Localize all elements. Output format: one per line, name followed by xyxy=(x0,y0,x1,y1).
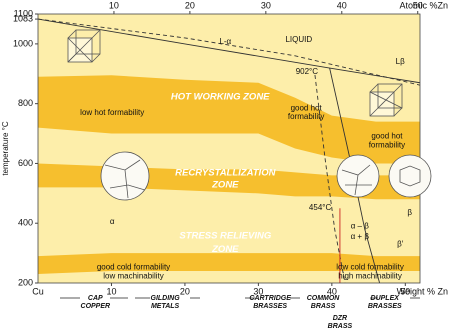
annotation: LIQUID xyxy=(285,35,312,44)
x2-tick-label: 30 xyxy=(261,0,271,10)
crystal-bcc xyxy=(369,83,403,117)
annotation: good hot xyxy=(371,132,403,141)
annotation: Lβ xyxy=(396,57,405,66)
x-tick-label: 40 xyxy=(327,286,337,296)
annotation: good hot xyxy=(291,103,323,112)
y-tick-label: 800 xyxy=(18,98,33,108)
alloy-label: BRASS xyxy=(311,303,336,310)
y-tick-label: 200 xyxy=(18,277,33,287)
x-tick-label: 30 xyxy=(253,286,263,296)
annotation: low hot formability xyxy=(80,108,144,117)
alloy-label: DUPLEX xyxy=(371,295,401,302)
alloy-label: GILDING xyxy=(151,295,181,302)
x2-tick-label: 20 xyxy=(185,0,195,10)
alloy-label: DZR xyxy=(333,315,347,322)
annotation: formability xyxy=(288,112,324,121)
annotation: ZONE xyxy=(211,179,239,190)
x2-tick-label: 50 xyxy=(413,0,423,10)
annotation: α + β xyxy=(351,232,370,241)
x2-tick-label: 40 xyxy=(337,0,347,10)
y-tick-label: 1100 xyxy=(14,8,33,18)
phase-boundary xyxy=(37,18,421,84)
annotation: ZONE xyxy=(211,244,239,255)
alloy-label: METALS xyxy=(151,303,180,310)
alloy-label: COPPER xyxy=(81,303,111,310)
annotation: α – β xyxy=(351,221,370,230)
alloy-label: CAP xyxy=(88,295,103,302)
annotation: high machinability xyxy=(338,272,402,281)
annotation: low cold formability xyxy=(336,263,404,272)
annotation: formability xyxy=(369,141,405,150)
alloy-label: BRASSES xyxy=(253,303,287,310)
annotation: β xyxy=(407,208,412,217)
microstructure xyxy=(100,151,432,201)
annotation: β′ xyxy=(397,239,404,248)
x-axis-label: Weight % Zn xyxy=(397,286,448,296)
x-origin-label: Cu xyxy=(32,286,44,296)
annotation: 454°C xyxy=(309,203,332,212)
x-tick-label: 50 xyxy=(400,286,410,296)
y-axis-label: temperature °C xyxy=(1,121,10,176)
annotation: RECRYSTALLIZATION xyxy=(175,168,276,179)
annotation: HOT WORKING ZONE xyxy=(171,92,270,103)
crystal-fcc xyxy=(67,29,101,63)
y-tick-label: 600 xyxy=(18,158,33,168)
phase-boundary xyxy=(37,18,421,86)
y-tick-label: 400 xyxy=(18,218,33,228)
zone-band xyxy=(38,253,420,275)
annotation: good cold formability xyxy=(97,263,170,272)
x-tick-label: 20 xyxy=(180,286,190,296)
x2-tick-label: 10 xyxy=(109,0,119,10)
x-tick-label: 10 xyxy=(106,286,116,296)
annotation: STRESS RELIEVING xyxy=(179,231,271,242)
zone-band xyxy=(38,75,420,164)
annotation: 902°C xyxy=(296,67,319,76)
y-tick-label: 1000 xyxy=(13,38,33,48)
decorations xyxy=(60,29,432,299)
annotation: low machinability xyxy=(103,272,163,281)
alloy-label: BRASSES xyxy=(368,303,402,310)
annotation: L-α xyxy=(219,37,231,46)
plot-frame xyxy=(37,13,421,284)
y-tick-label: 1083 xyxy=(13,13,33,23)
alloy-label: COMMON xyxy=(307,295,341,302)
alloy-label: BRASS xyxy=(328,323,353,330)
annotation: α xyxy=(110,217,115,226)
x2-axis-label: Atomic %Zn xyxy=(399,0,448,10)
alloy-label: CARTRIDGE xyxy=(249,295,291,302)
